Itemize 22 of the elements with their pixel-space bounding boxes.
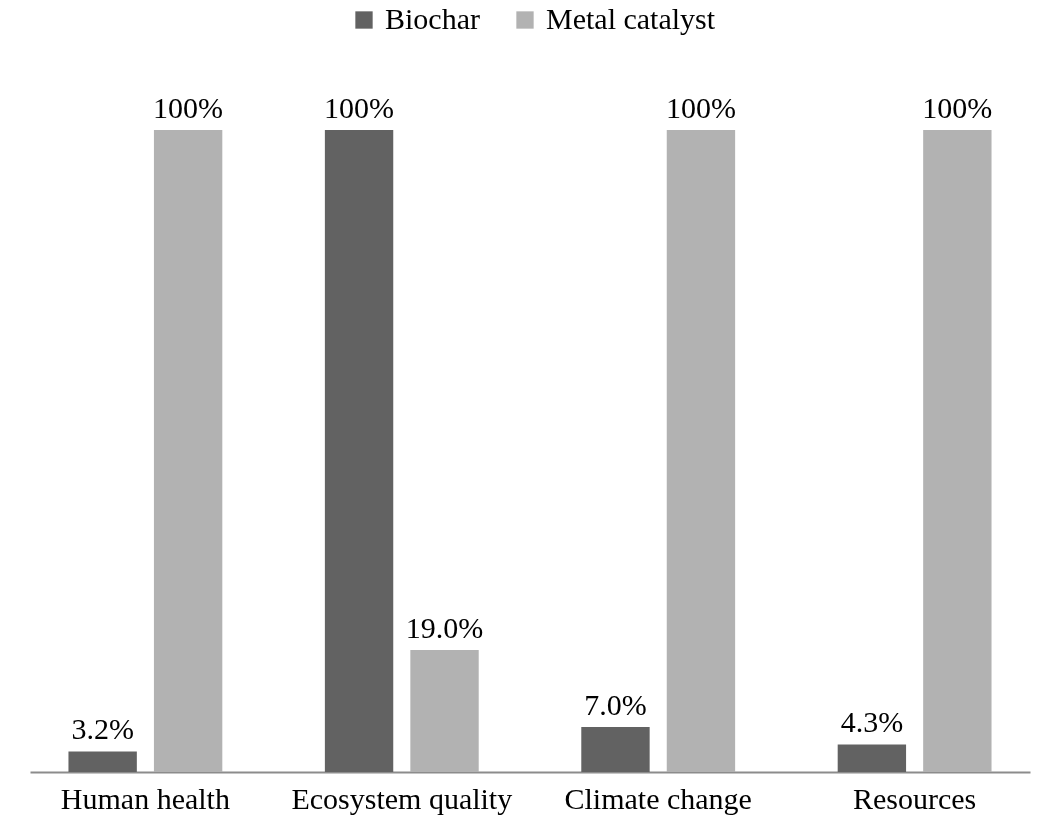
bar bbox=[324, 130, 394, 772]
x-tick-label: Ecosystem quality bbox=[291, 781, 513, 815]
bar bbox=[837, 744, 907, 772]
data-label: 4.3% bbox=[840, 705, 904, 739]
legend-label: Metal catalyst bbox=[546, 2, 716, 35]
data-label: 100% bbox=[922, 91, 993, 124]
bar bbox=[153, 130, 223, 772]
bar bbox=[68, 751, 137, 772]
data-label: 100% bbox=[324, 91, 395, 124]
x-tick-label: Resources bbox=[852, 781, 977, 815]
bar bbox=[666, 130, 736, 772]
x-tick-label: Climate change bbox=[564, 781, 752, 815]
data-label: 19.0% bbox=[405, 611, 484, 645]
bar bbox=[410, 650, 479, 772]
bar bbox=[581, 727, 650, 772]
data-label: 100% bbox=[665, 91, 736, 124]
data-label: 3.2% bbox=[71, 712, 134, 746]
x-tick-label: Human health bbox=[60, 781, 230, 815]
data-label: 7.0% bbox=[584, 688, 647, 722]
legend-label: Biochar bbox=[385, 2, 480, 35]
data-label: 100% bbox=[153, 91, 224, 124]
bar bbox=[923, 130, 992, 772]
